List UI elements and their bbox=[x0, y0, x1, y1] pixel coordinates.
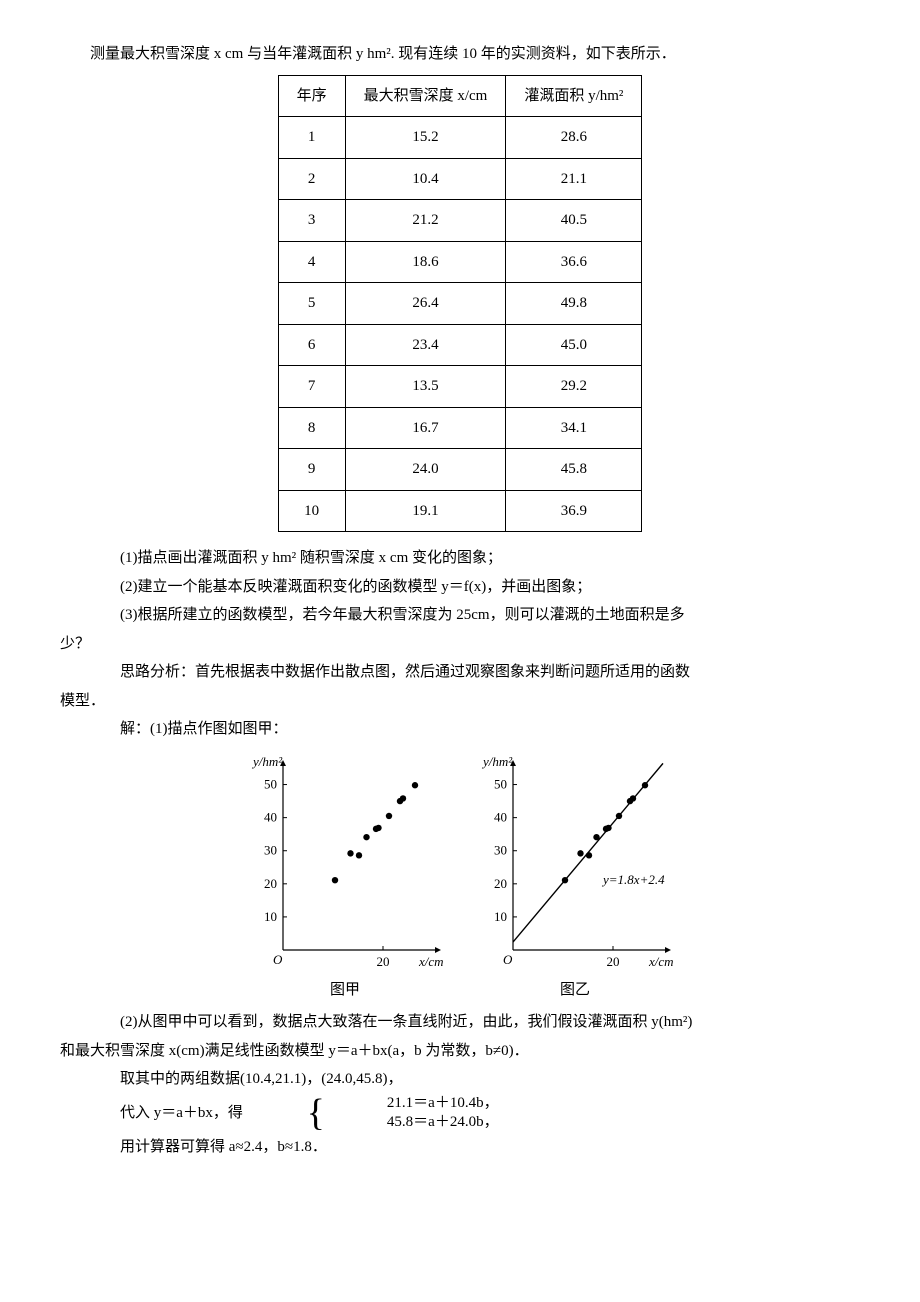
intro-text: 测量最大积雪深度 x cm 与当年灌溉面积 y hm². 现有连续 10 年的实… bbox=[60, 40, 860, 69]
svg-text:O: O bbox=[273, 952, 283, 967]
solution-2a: (2)从图甲中可以看到，数据点大致落在一条直线附近，由此，我们假设灌溉面积 y(… bbox=[60, 1008, 860, 1037]
table-cell: 23.4 bbox=[345, 324, 506, 366]
table-cell: 45.0 bbox=[506, 324, 642, 366]
data-table: 年序 最大积雪深度 x/cm 灌溉面积 y/hm² 115.228.6210.4… bbox=[278, 75, 643, 533]
chart-left-block: O 10 20 30 40 50 20 x/cm y/hm² 图甲 bbox=[245, 754, 445, 1005]
question-2: (2)建立一个能基本反映灌溉面积变化的函数模型 y＝f(x)，并画出图象； bbox=[60, 573, 860, 602]
chart-right-block: O 10 20 30 40 50 20 x/cm y/hm² y=1.8x+2.4 图乙 bbox=[475, 754, 675, 1005]
table-cell: 36.6 bbox=[506, 241, 642, 283]
table-cell: 34.1 bbox=[506, 407, 642, 449]
question-1: (1)描点画出灌溉面积 y hm² 随积雪深度 x cm 变化的图象； bbox=[60, 544, 860, 573]
svg-text:x/cm: x/cm bbox=[418, 954, 444, 969]
table-cell: 10 bbox=[278, 490, 345, 532]
table-row: 418.636.6 bbox=[278, 241, 642, 283]
table-cell: 4 bbox=[278, 241, 345, 283]
caption-right: 图乙 bbox=[475, 976, 675, 1005]
table-cell: 8 bbox=[278, 407, 345, 449]
table-row: 526.449.8 bbox=[278, 283, 642, 325]
table-cell: 10.4 bbox=[345, 158, 506, 200]
solution-2e: 用计算器可算得 a≈2.4，b≈1.8． bbox=[60, 1133, 860, 1162]
table-row: 623.445.0 bbox=[278, 324, 642, 366]
table-cell: 21.1 bbox=[506, 158, 642, 200]
table-row: 924.045.8 bbox=[278, 449, 642, 491]
table-row: 816.734.1 bbox=[278, 407, 642, 449]
table-row: 115.228.6 bbox=[278, 117, 642, 159]
svg-text:40: 40 bbox=[494, 809, 507, 824]
table-header-row: 年序 最大积雪深度 x/cm 灌溉面积 y/hm² bbox=[278, 75, 642, 117]
table-cell: 29.2 bbox=[506, 366, 642, 408]
svg-text:50: 50 bbox=[494, 776, 507, 791]
table-cell: 13.5 bbox=[345, 366, 506, 408]
svg-text:20: 20 bbox=[264, 875, 277, 890]
table-cell: 45.8 bbox=[506, 449, 642, 491]
table-row: 713.529.2 bbox=[278, 366, 642, 408]
table-cell: 18.6 bbox=[345, 241, 506, 283]
solution-2d-pre: 代入 y＝a＋bx，得 bbox=[120, 1104, 243, 1120]
table-row: 210.421.1 bbox=[278, 158, 642, 200]
svg-text:y/hm²: y/hm² bbox=[481, 754, 513, 769]
table-cell: 16.7 bbox=[345, 407, 506, 449]
table-cell: 28.6 bbox=[506, 117, 642, 159]
svg-text:10: 10 bbox=[264, 908, 277, 923]
scatter-chart-right: O 10 20 30 40 50 20 x/cm y/hm² y=1.8x+2.4 bbox=[475, 754, 675, 974]
question-3-b: 少？ bbox=[60, 630, 860, 659]
svg-text:30: 30 bbox=[264, 842, 277, 857]
svg-text:y/hm²: y/hm² bbox=[251, 754, 283, 769]
table-row: 321.240.5 bbox=[278, 200, 642, 242]
table-cell: 36.9 bbox=[506, 490, 642, 532]
scatter-chart-left: O 10 20 30 40 50 20 x/cm y/hm² bbox=[245, 754, 445, 974]
svg-text:20: 20 bbox=[377, 954, 390, 969]
table-cell: 7 bbox=[278, 366, 345, 408]
brace-line-2: 45.8＝a＋24.0b， bbox=[327, 1113, 499, 1133]
table-cell: 1 bbox=[278, 117, 345, 159]
analysis-b: 模型． bbox=[60, 687, 860, 716]
brace-line-1: 21.1＝a＋10.4b， bbox=[327, 1094, 499, 1114]
table-cell: 21.2 bbox=[345, 200, 506, 242]
charts-row: O 10 20 30 40 50 20 x/cm y/hm² 图甲 O 10 20 30 40 50 20 x… bbox=[60, 754, 860, 1005]
svg-text:20: 20 bbox=[494, 875, 507, 890]
table-row: 1019.136.9 bbox=[278, 490, 642, 532]
table-cell: 3 bbox=[278, 200, 345, 242]
table-cell: 24.0 bbox=[345, 449, 506, 491]
left-brace-icon: { bbox=[247, 1094, 325, 1132]
caption-left: 图甲 bbox=[245, 976, 445, 1005]
solution-2c: 取其中的两组数据(10.4,21.1)，(24.0,45.8)， bbox=[60, 1065, 860, 1094]
table-cell: 40.5 bbox=[506, 200, 642, 242]
svg-text:30: 30 bbox=[494, 842, 507, 857]
table-cell: 15.2 bbox=[345, 117, 506, 159]
svg-text:20: 20 bbox=[607, 954, 620, 969]
table-cell: 9 bbox=[278, 449, 345, 491]
svg-text:10: 10 bbox=[494, 908, 507, 923]
table-cell: 19.1 bbox=[345, 490, 506, 532]
question-3-a: (3)根据所建立的函数模型，若今年最大积雪深度为 25cm，则可以灌溉的土地面积… bbox=[60, 601, 860, 630]
col-x: 最大积雪深度 x/cm bbox=[345, 75, 506, 117]
col-year: 年序 bbox=[278, 75, 345, 117]
analysis-a: 思路分析：首先根据表中数据作出散点图，然后通过观察图象来判断问题所适用的函数 bbox=[60, 658, 860, 687]
brace-system: { 21.1＝a＋10.4b， 45.8＝a＋24.0b， bbox=[247, 1094, 499, 1133]
svg-text:50: 50 bbox=[264, 776, 277, 791]
table-cell: 49.8 bbox=[506, 283, 642, 325]
svg-text:x/cm: x/cm bbox=[648, 954, 674, 969]
table-cell: 6 bbox=[278, 324, 345, 366]
svg-text:O: O bbox=[503, 952, 513, 967]
solution-2b: 和最大积雪深度 x(cm)满足线性函数模型 y＝a＋bx(a，b 为常数，b≠0… bbox=[60, 1037, 860, 1066]
solution-2d: 代入 y＝a＋bx，得 { 21.1＝a＋10.4b， 45.8＝a＋24.0b… bbox=[60, 1094, 860, 1133]
table-cell: 26.4 bbox=[345, 283, 506, 325]
svg-text:y=1.8x+2.4: y=1.8x+2.4 bbox=[601, 871, 665, 886]
col-y: 灌溉面积 y/hm² bbox=[506, 75, 642, 117]
table-cell: 2 bbox=[278, 158, 345, 200]
table-cell: 5 bbox=[278, 283, 345, 325]
svg-text:40: 40 bbox=[264, 809, 277, 824]
solution-1: 解：(1)描点作图如图甲： bbox=[60, 715, 860, 744]
